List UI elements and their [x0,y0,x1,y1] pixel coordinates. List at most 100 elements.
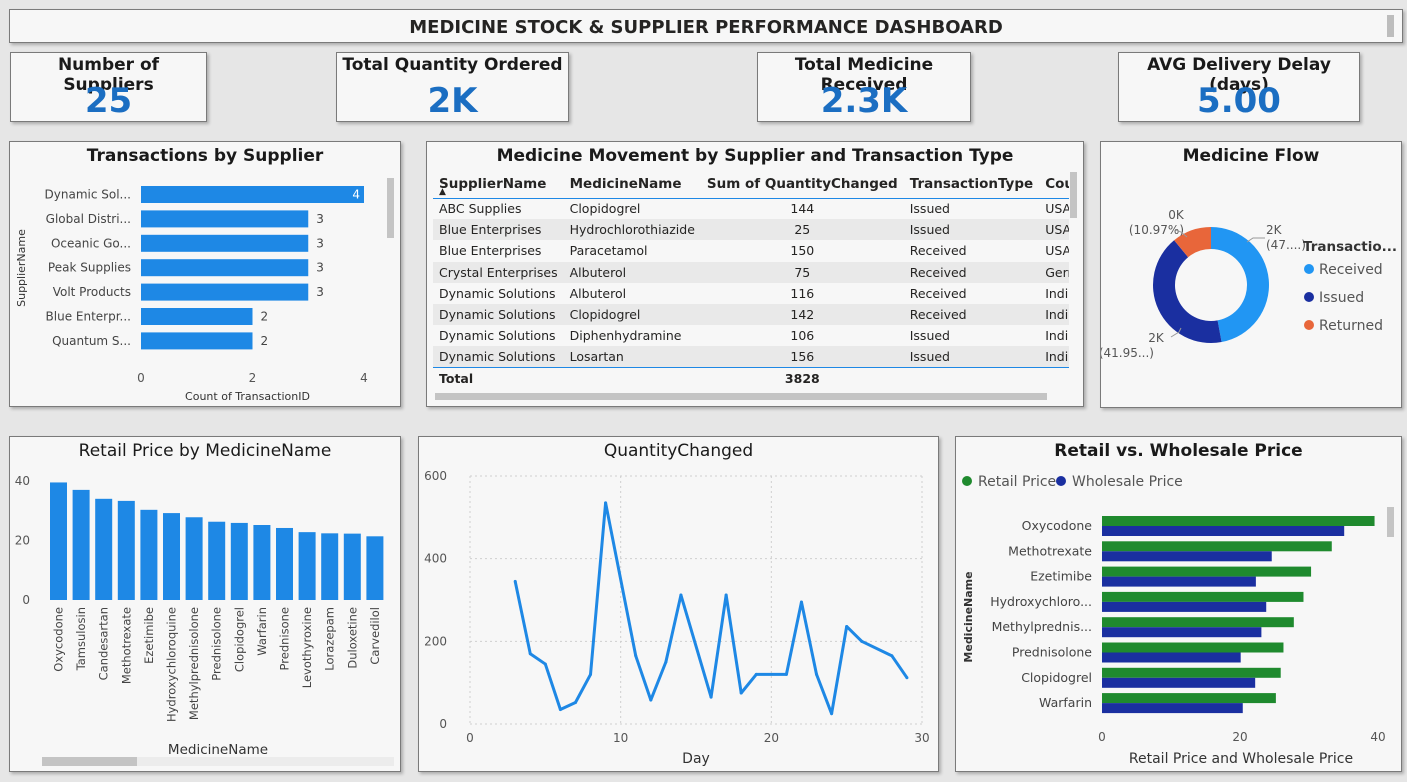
data-point[interactable] [589,672,593,676]
donut-slice-received[interactable] [1211,227,1269,343]
bar[interactable] [141,259,309,277]
bar-wholesale[interactable] [1102,576,1256,587]
bar[interactable] [321,533,339,600]
chart-scrollbar[interactable] [1387,507,1394,537]
table-row[interactable]: Blue Enterprises Paracetamol 150 Received US… [433,240,1069,261]
bar-wholesale[interactable] [1102,703,1243,714]
data-point[interactable] [754,672,758,676]
data-point[interactable] [724,593,728,597]
data-point[interactable] [905,676,909,680]
bar-retail[interactable] [1102,541,1332,552]
bar-wholesale[interactable] [1102,601,1267,612]
bar-wholesale[interactable] [1102,677,1256,688]
table-row[interactable]: Crystal Enterprises Albuterol 75 Received Ge… [433,261,1069,283]
bar-retail[interactable] [1102,591,1304,602]
bar[interactable] [141,234,309,252]
data-point[interactable] [528,652,532,656]
bar-wholesale[interactable] [1102,551,1272,562]
bar[interactable] [276,527,293,600]
data-point[interactable] [543,662,547,666]
bar[interactable] [230,522,248,600]
data-point[interactable] [845,624,849,628]
data-point[interactable] [890,654,894,658]
bar-wholesale[interactable] [1102,652,1241,663]
data-point[interactable] [679,593,683,597]
table-row[interactable]: Dynamic SolutionsLosartan156IssuedIndia [433,346,1069,368]
data-point[interactable] [649,698,653,702]
data-point[interactable] [634,654,638,658]
chart-scrollbar[interactable] [387,178,394,238]
bar-wholesale[interactable] [1102,526,1345,536]
bar[interactable] [141,210,309,228]
bar[interactable] [343,533,361,600]
leader-line [1170,327,1182,338]
data-point[interactable] [513,579,517,583]
bar-retail[interactable] [1102,617,1294,628]
bar[interactable] [141,186,364,203]
legend-label-returned[interactable]: Returned [1319,318,1383,334]
y-tick-label: Methylprednis... [992,619,1092,634]
column-header-suppliername[interactable]: SupplierName ▲ [433,170,564,199]
data-point[interactable] [604,501,608,505]
column-header-country[interactable]: Country [1039,170,1069,199]
table-vertical-scrollbar[interactable] [1070,172,1077,218]
bar-wholesale[interactable] [1102,627,1262,638]
table-row[interactable]: Dynamic Solutions Diphenhydramine 106 Issue… [433,325,1069,346]
data-point[interactable] [784,672,788,676]
donut-slice-issued[interactable] [1153,240,1222,343]
data-point[interactable] [799,600,803,604]
data-point[interactable] [573,701,577,705]
column-header-quantitychanged[interactable]: Sum of QuantityChanged [700,170,904,199]
data-point[interactable] [664,660,668,664]
bar[interactable] [141,308,253,325]
legend-label-issued[interactable]: Issued [1319,290,1364,306]
legend-label-received[interactable]: Received [1319,262,1383,278]
data-point[interactable] [830,712,834,716]
series-line[interactable] [513,501,909,716]
table-row[interactable]: ABC Supplies Clopidogrel 144 Issued USA [433,198,1069,219]
table-horizontal-scrollbar[interactable] [435,393,1047,400]
bar-retail[interactable] [1102,642,1284,653]
data-point[interactable] [860,639,864,643]
legend-title: Transactio... [1303,239,1397,255]
bar[interactable] [72,489,90,600]
table-row[interactable]: Dynamic Solutions Albuterol 116 Received Ind… [433,283,1069,304]
title-scrollbar[interactable] [1387,15,1394,37]
bar[interactable] [185,517,203,600]
legend-wholesale-price[interactable]: Wholesale Price [1056,474,1183,490]
bar[interactable] [366,536,384,600]
bar[interactable] [208,521,226,600]
data-point[interactable] [709,695,713,699]
bar[interactable] [141,332,253,350]
bar[interactable] [298,532,316,600]
x-tick-label: 20 [764,731,779,745]
bar[interactable] [141,283,309,301]
bar-retail[interactable] [1102,693,1276,704]
bar[interactable] [117,500,135,600]
slice-value-label: 2K [1148,331,1165,345]
data-point[interactable] [739,691,743,695]
column-header-transactiontype[interactable]: TransactionType [903,170,1040,199]
kpi-value: 5.00 [1197,81,1281,121]
table-cell: Albuterol [569,285,627,301]
bar[interactable] [253,525,271,600]
bar-retail[interactable] [1102,566,1312,577]
bar[interactable] [140,509,158,600]
table-cell: Germany [1039,261,1069,283]
legend-retail-price[interactable]: Retail Price [962,474,1056,490]
chart-title: Medicine Flow [1182,146,1320,166]
chart-horizontal-scrollbar[interactable] [42,757,137,766]
data-point[interactable] [558,708,562,712]
bar[interactable] [95,498,113,600]
data-point[interactable] [815,672,819,676]
table-row[interactable]: Dynamic Solutions Clopidogrel 142 Received I… [433,303,1069,326]
table-row[interactable]: Blue Enterprises Hydrochlorothiazide 25 Iss… [433,219,1069,241]
table-cell: Blue Enterprises [433,219,564,241]
x-tick-label: Methylprednisolone [187,607,201,720]
bar[interactable] [50,482,67,600]
legend-dot [1304,292,1314,302]
bar-retail[interactable] [1102,516,1375,526]
column-header-medicinename[interactable]: MedicineName [563,170,701,199]
bar-retail[interactable] [1102,667,1281,678]
bar[interactable] [163,513,180,600]
